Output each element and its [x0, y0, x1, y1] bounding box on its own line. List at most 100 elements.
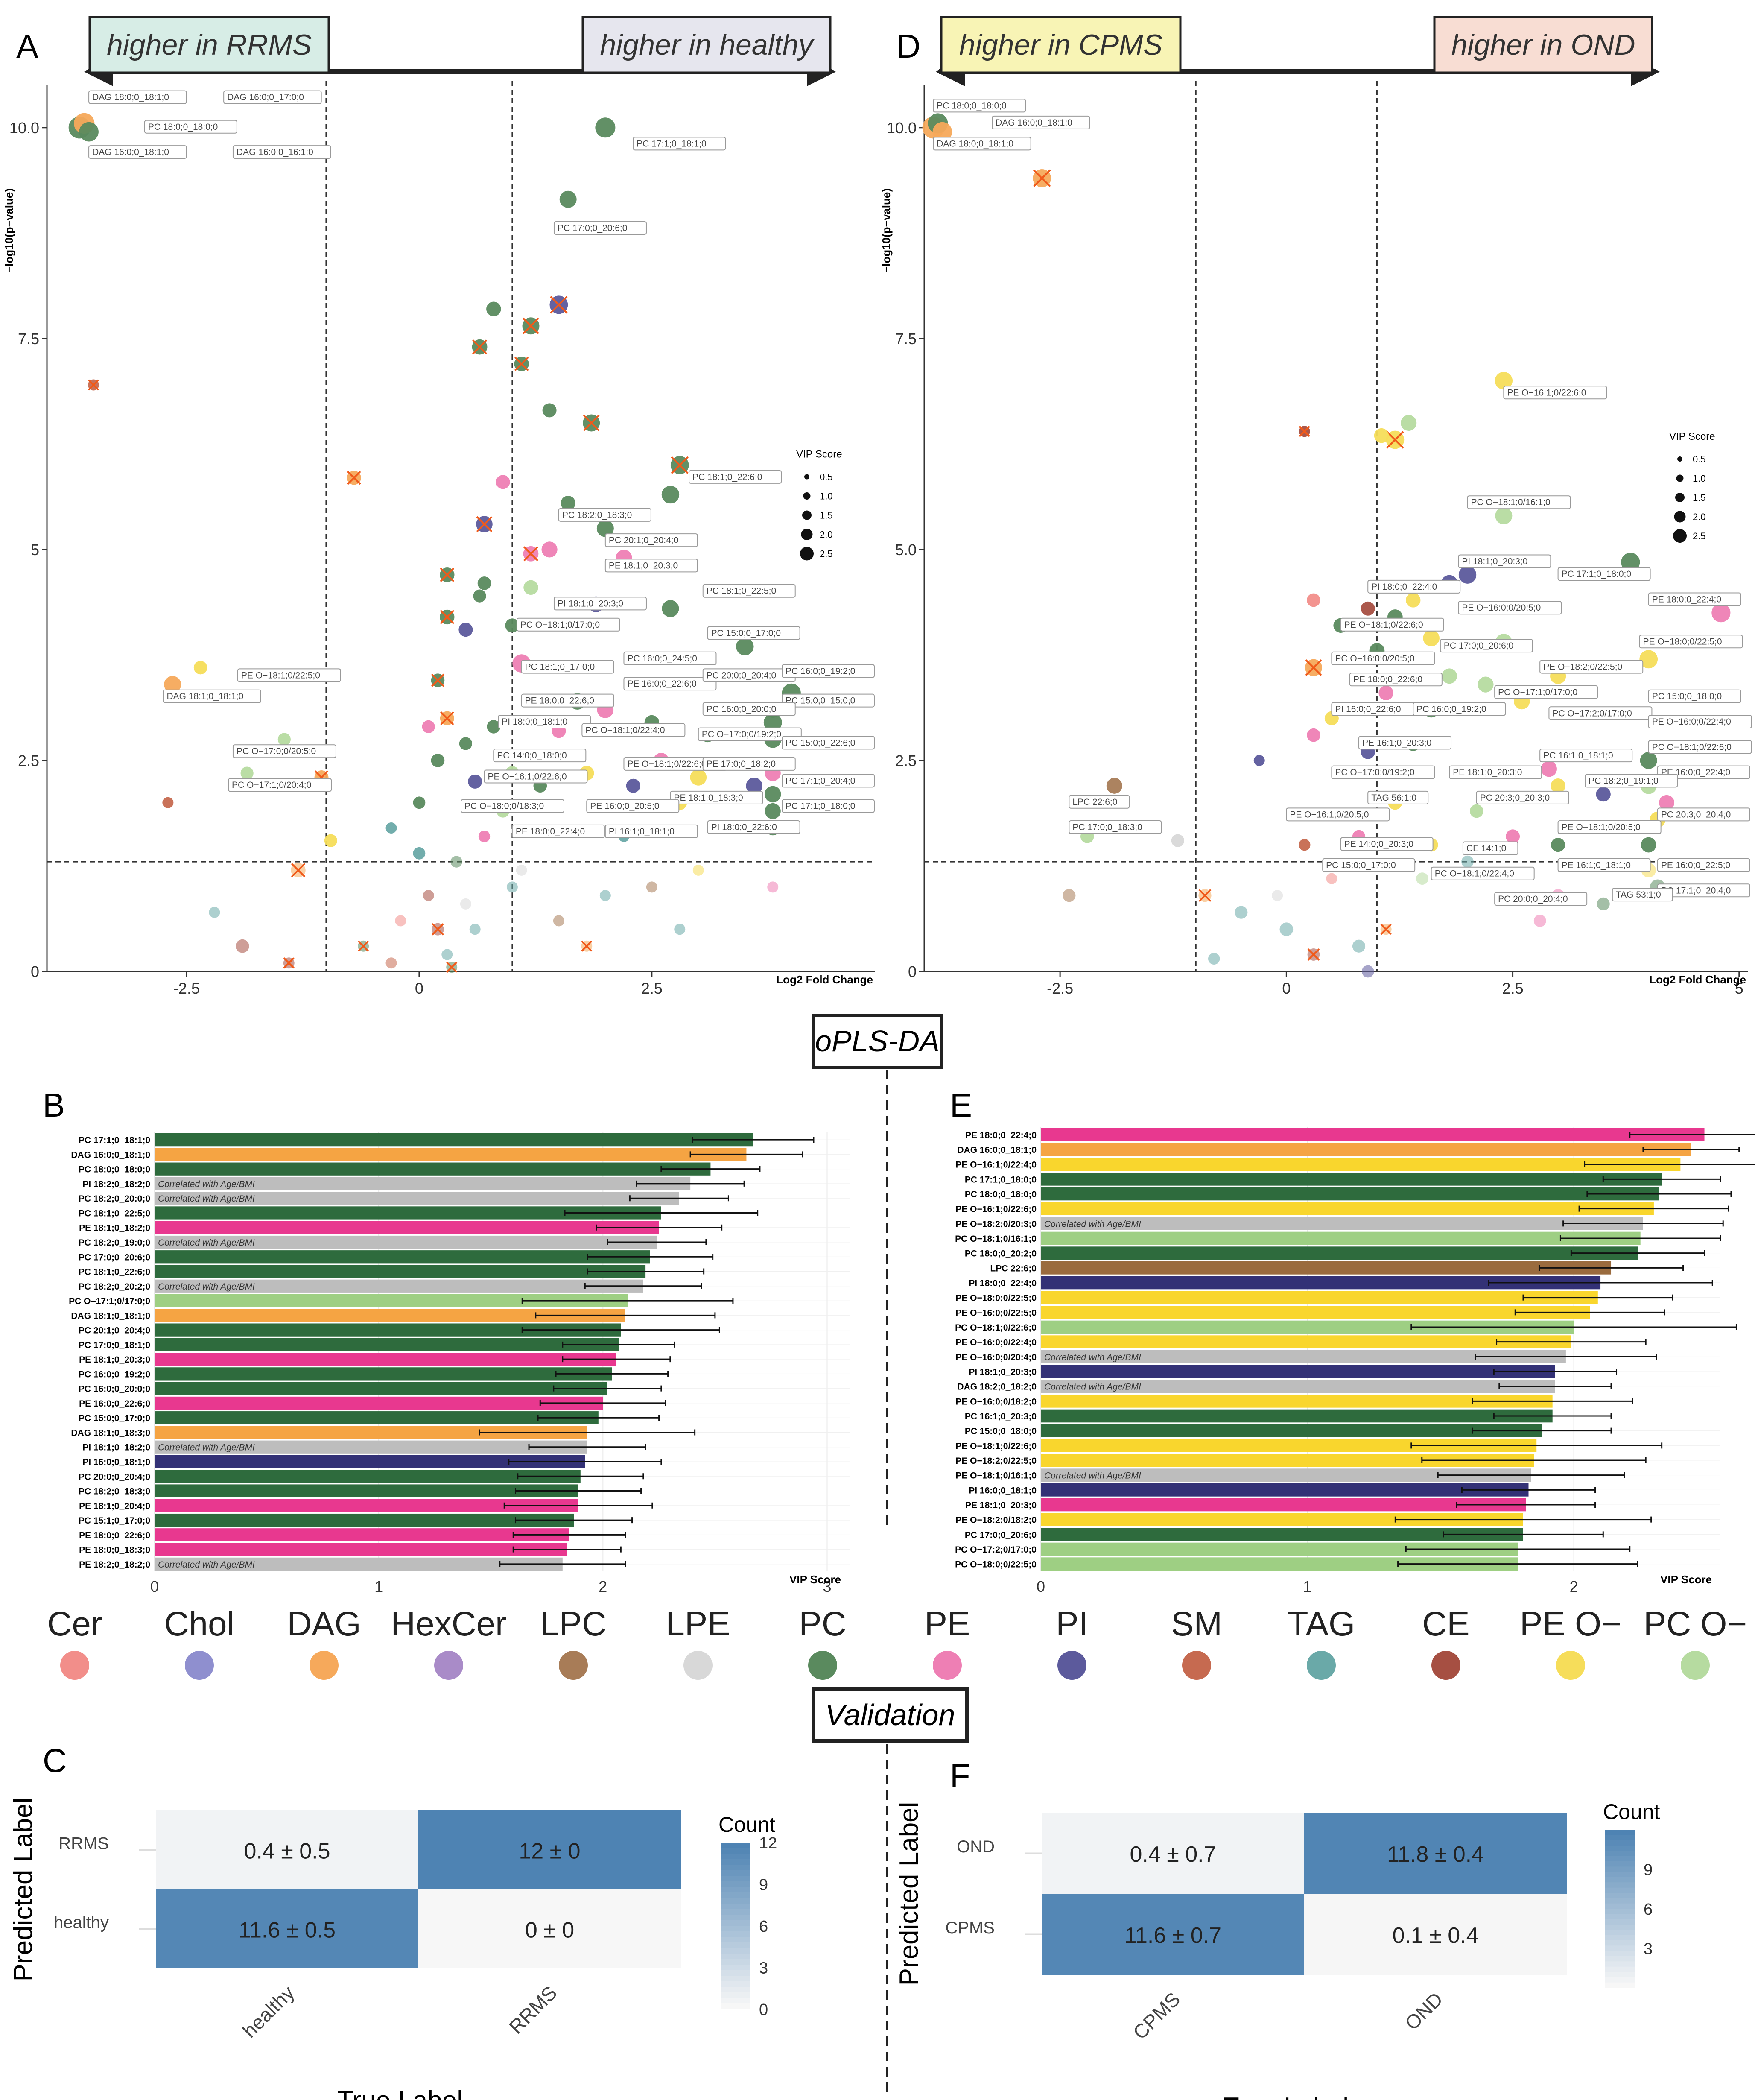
data-point	[1495, 507, 1513, 524]
confusion-matrix-c: 0.4 ± 0.5 12 ± 0 11.6 ± 0.5 0 ± 0 RRMS health…	[9, 1798, 777, 2100]
heatmap-cell	[418, 1810, 681, 1889]
class-legend-label: PC	[799, 1605, 846, 1643]
point-label-box	[484, 769, 588, 784]
point-label: PC 20:1;0_20:4;0	[609, 535, 678, 545]
point-label: PI 18:1;0_20:3;0	[558, 599, 623, 608]
point-label: PC O−18:1;0/22:4;0	[585, 725, 665, 735]
point-label-box	[1648, 689, 1741, 703]
excluded-marker	[1305, 659, 1322, 676]
vip-bar	[1041, 1291, 1598, 1304]
bar-category-label: PE O−18:2;0/20:3;0	[955, 1219, 1037, 1229]
data-point	[559, 190, 577, 208]
point-label-box	[992, 115, 1090, 129]
bar-category-label: PE O−18:2;0/22:5;0	[955, 1456, 1037, 1466]
colorbar-segment	[1605, 1846, 1635, 1851]
bar-annotation: Correlated with Age/BMI	[1044, 1352, 1141, 1362]
point-label: PE 16:1;0_20:3;0	[1362, 738, 1431, 748]
vip-legend-label: 2.5	[820, 549, 833, 559]
vip-bar	[1041, 1202, 1654, 1215]
data-point	[1469, 804, 1483, 818]
class-legend-label: DAG	[287, 1605, 361, 1643]
point-label-box	[581, 723, 686, 737]
bar-category-label: PC 15:0;0_18:0;0	[965, 1427, 1037, 1436]
colorbar-segment	[1605, 1919, 1635, 1925]
point-label: PE O−18:1;0/22:6;0	[627, 759, 706, 769]
excluded-marker	[440, 567, 455, 582]
error-bar	[1456, 1502, 1596, 1508]
x-category-label: OND	[1401, 1988, 1447, 2034]
colorbar-segment	[721, 1959, 750, 1965]
class-legend-dot	[60, 1651, 89, 1680]
colorbar-segment	[721, 1881, 750, 1887]
bar-category-label: PC 17:0;0_18:1;0	[79, 1340, 150, 1350]
vip-bar	[155, 1235, 657, 1249]
error-bar	[515, 1517, 633, 1524]
data-point	[542, 403, 557, 418]
panel-letter-a: A	[16, 27, 38, 65]
point-label: DAG 16:0;0_18:1;0	[92, 147, 169, 157]
colorbar-tick-label: 3	[759, 1960, 768, 1977]
heatmap-cell	[1304, 1813, 1567, 1894]
error-bar	[1410, 1324, 1737, 1330]
point-label-box	[1367, 790, 1429, 804]
data-point	[413, 847, 426, 860]
heatmap-cell	[1304, 1894, 1567, 1975]
colorbar-segment	[1605, 1930, 1635, 1936]
x-axis-label: True Label	[1223, 2092, 1349, 2100]
colorbar-title: Count	[1603, 1800, 1660, 1824]
point-label: PE O−18:1;0/22:5;0	[241, 670, 320, 680]
data-point	[1378, 685, 1393, 701]
error-bar	[521, 1327, 720, 1333]
colorbar-segment	[721, 1942, 750, 1948]
error-bar	[607, 1239, 707, 1245]
x-axis-label: Log2 Fold Change	[776, 973, 873, 986]
point-label-box	[782, 693, 875, 708]
point-label-box	[1449, 765, 1542, 779]
bar-category-label: PE O−16:1;0/22:4;0	[955, 1160, 1037, 1170]
class-legend-dot	[310, 1651, 339, 1680]
point-label: PC 16:0;0_20:0;0	[707, 704, 776, 714]
bar-category-label: PC O−18:1;0/22:6;0	[955, 1323, 1037, 1333]
x-tick-label: -2.5	[173, 980, 200, 997]
point-label: PC 18:2;0_18:3;0	[562, 510, 632, 520]
bar-category-label: PC 18:0;0_20:2;0	[965, 1249, 1037, 1259]
error-bar	[692, 1137, 815, 1143]
heatmap-cell	[1042, 1894, 1304, 1975]
vip-bar	[155, 1192, 679, 1205]
point-label-box	[1069, 820, 1162, 834]
point-label-box	[1069, 795, 1130, 809]
point-label: PC O−17:1;0/20:4;0	[232, 780, 311, 790]
heatmap-cell-label: 11.8 ± 0.4	[1387, 1842, 1484, 1867]
vip-bar	[155, 1382, 607, 1395]
data-point	[626, 778, 640, 793]
point-label: PC O−18:1;0/22:4;0	[1435, 869, 1514, 879]
heatmap-cell-label: 0.1 ± 0.4	[1392, 1923, 1478, 1948]
point-label-box	[1340, 617, 1444, 632]
point-label-box	[1612, 888, 1673, 902]
vip-bar	[1041, 1365, 1555, 1378]
vip-bar	[155, 1411, 599, 1424]
panel-letter-f: F	[950, 1757, 970, 1794]
colorbar-segment	[721, 1892, 750, 1898]
error-bar	[1405, 1546, 1631, 1552]
point-label: PC O−18:1;0/16:1;0	[1471, 497, 1551, 507]
class-legend-label: LPC	[540, 1605, 607, 1643]
data-point	[692, 864, 704, 876]
point-label-box	[1557, 567, 1651, 581]
point-label: PE O−16:1;0/22:6;0	[1507, 388, 1586, 398]
point-label-box	[516, 617, 620, 632]
x-tick-label: 2.5	[641, 980, 663, 997]
point-label-box	[1503, 386, 1607, 400]
point-labels: DAG 18:0;0_18:1;0 DAG 16:0;0_17:0;0 PC 18:…	[88, 90, 875, 838]
data-point	[79, 122, 99, 142]
vip-bar	[1041, 1231, 1641, 1245]
point-label-box	[698, 727, 802, 741]
data-point	[596, 520, 614, 537]
bar-category-label: LPC 22:6;0	[990, 1264, 1037, 1273]
point-label-box	[1476, 790, 1569, 804]
excluded-marker	[523, 546, 539, 562]
class-legend-label: TAG	[1288, 1605, 1355, 1643]
data-point	[646, 881, 657, 893]
point-label-box	[670, 790, 763, 804]
vip-legend-dot	[803, 492, 811, 500]
